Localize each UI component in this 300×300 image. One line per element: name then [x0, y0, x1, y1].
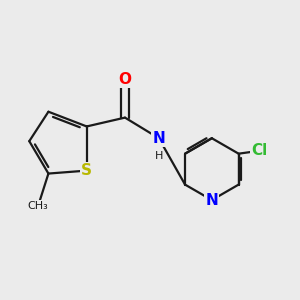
- Text: N: N: [206, 193, 218, 208]
- Text: O: O: [118, 72, 131, 87]
- Text: Cl: Cl: [252, 143, 268, 158]
- Text: CH₃: CH₃: [28, 201, 49, 211]
- Text: S: S: [81, 163, 92, 178]
- Text: N: N: [152, 131, 165, 146]
- Text: H: H: [154, 151, 163, 161]
